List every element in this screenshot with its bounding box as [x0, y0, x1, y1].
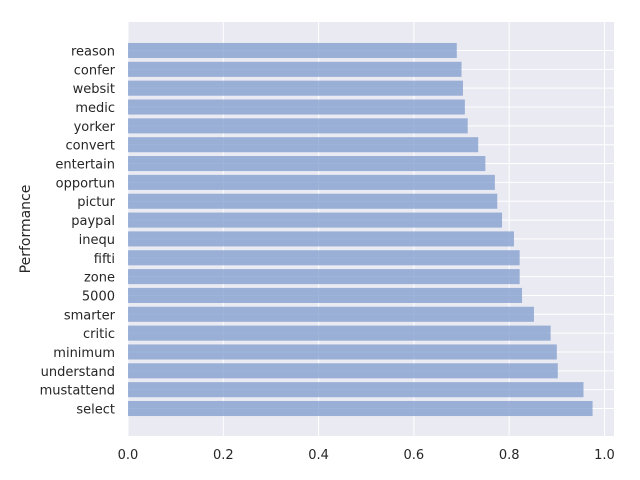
x-tick-label: 0.0 — [118, 448, 139, 463]
category-label-confer: confer — [74, 63, 116, 78]
category-label-fifti: fifti — [94, 252, 115, 267]
bar-pictur — [128, 193, 498, 209]
bar-medic — [128, 99, 465, 115]
category-label-entertain: entertain — [55, 158, 115, 173]
category-label-opportun: opportun — [56, 176, 115, 191]
category-label-minimum: minimum — [53, 346, 115, 361]
bar-yorker — [128, 118, 468, 134]
bar-select — [128, 400, 593, 417]
category-label-websit: websit — [73, 82, 115, 97]
category-label-convert: convert — [66, 139, 115, 154]
x-tick-label: 1.0 — [594, 448, 615, 463]
bar-confer — [128, 61, 462, 77]
x-tick-label: 0.6 — [404, 448, 425, 463]
category-label-zone: zone — [84, 271, 115, 286]
category-label-pictur: pictur — [77, 195, 115, 210]
bar-smarter — [128, 306, 534, 322]
category-label-yorker: yorker — [74, 120, 116, 135]
category-label-reason: reason — [71, 45, 115, 60]
bar-minimum — [128, 344, 557, 360]
bar-zone — [128, 269, 520, 285]
x-tick-labels: 0.0 0.2 0.4 0.6 0.8 1.0 — [118, 448, 615, 463]
bar-5000 — [128, 287, 523, 303]
bar-entertain — [128, 156, 486, 172]
bar-inequ — [128, 231, 514, 247]
x-tick-label: 0.4 — [308, 448, 329, 463]
bar-paypal — [128, 212, 503, 228]
category-label-critic: critic — [83, 327, 115, 342]
bar-convert — [128, 137, 479, 153]
category-label-understand: understand — [41, 365, 115, 380]
category-labels: reason confer websit medic yorker convert ente… — [40, 45, 116, 418]
bar-fifti — [128, 250, 520, 266]
bar-reason — [128, 42, 457, 59]
bar-understand — [128, 363, 558, 379]
category-label-select: select — [76, 403, 115, 418]
category-label-paypal: paypal — [71, 214, 115, 229]
category-label-5000: 5000 — [82, 289, 115, 304]
bar-opportun — [128, 174, 495, 190]
bar-mustattend — [128, 382, 584, 398]
bar-websit — [128, 80, 463, 96]
x-tick-label: 0.2 — [213, 448, 234, 463]
x-tick-label: 0.8 — [499, 448, 520, 463]
bar-critic — [128, 325, 551, 341]
category-label-mustattend: mustattend — [40, 384, 115, 399]
category-label-medic: medic — [75, 101, 115, 116]
category-label-smarter: smarter — [64, 308, 116, 323]
y-axis-title: Performance — [18, 185, 34, 274]
bars — [128, 42, 593, 417]
category-label-inequ: inequ — [79, 233, 115, 248]
